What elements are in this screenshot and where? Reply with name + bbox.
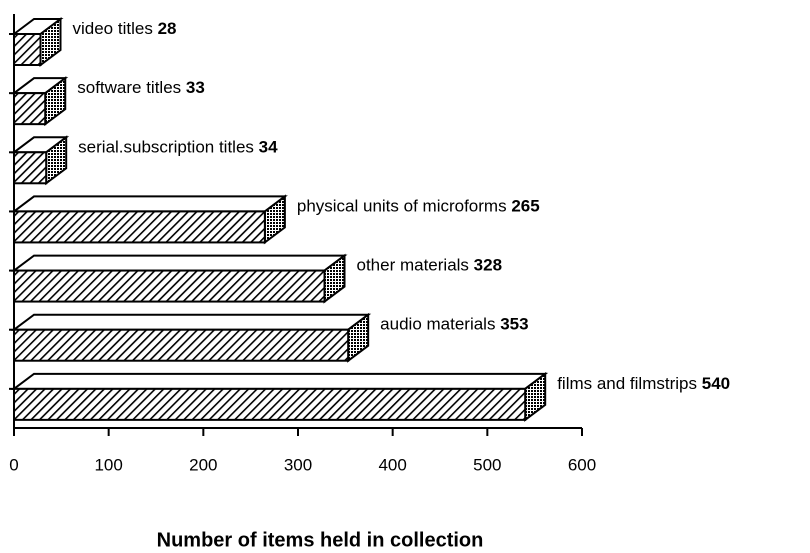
data-label: software titles 33 bbox=[77, 79, 205, 98]
category-label: other materials bbox=[357, 256, 469, 275]
x-axis-title: Number of items held in collection bbox=[157, 529, 484, 551]
x-tick-label: 400 bbox=[378, 455, 406, 474]
category-label: software titles bbox=[77, 79, 181, 98]
x-tick-label: 0 bbox=[9, 455, 18, 474]
bar bbox=[13, 210, 266, 244]
data-label: serial.subscription titles 34 bbox=[78, 138, 278, 157]
value-label: 540 bbox=[702, 374, 730, 393]
x-tick-label: 600 bbox=[568, 455, 596, 474]
data-label: other materials 328 bbox=[357, 256, 503, 275]
data-label: films and filmstrips 540 bbox=[557, 374, 730, 393]
value-label: 34 bbox=[259, 138, 278, 157]
x-tick-label: 300 bbox=[284, 455, 312, 474]
value-label: 265 bbox=[511, 197, 539, 216]
x-tick-label: 100 bbox=[94, 455, 122, 474]
category-label: video titles bbox=[73, 19, 153, 38]
data-label: audio materials 353 bbox=[380, 315, 528, 334]
category-label: physical units of microforms bbox=[297, 197, 507, 216]
bar-top bbox=[11, 372, 549, 390]
category-label: audio materials bbox=[380, 315, 495, 334]
bar bbox=[13, 92, 47, 126]
category-label: films and filmstrips bbox=[557, 374, 697, 393]
bar bbox=[13, 151, 48, 185]
bar-top bbox=[11, 313, 372, 331]
data-label: video titles 28 bbox=[73, 19, 177, 38]
value-label: 328 bbox=[474, 256, 502, 275]
bar bbox=[13, 269, 326, 303]
bar bbox=[13, 387, 527, 421]
bar bbox=[13, 33, 42, 66]
bar-top bbox=[11, 254, 348, 272]
value-label: 28 bbox=[158, 19, 177, 38]
category-label: serial.subscription titles bbox=[78, 138, 254, 157]
value-label: 33 bbox=[186, 79, 205, 98]
data-label: physical units of microforms 265 bbox=[297, 197, 540, 216]
value-label: 353 bbox=[500, 315, 528, 334]
bar-top bbox=[11, 195, 288, 213]
bar bbox=[13, 328, 350, 362]
x-tick-label: 500 bbox=[473, 455, 501, 474]
x-tick-label: 200 bbox=[189, 455, 217, 474]
